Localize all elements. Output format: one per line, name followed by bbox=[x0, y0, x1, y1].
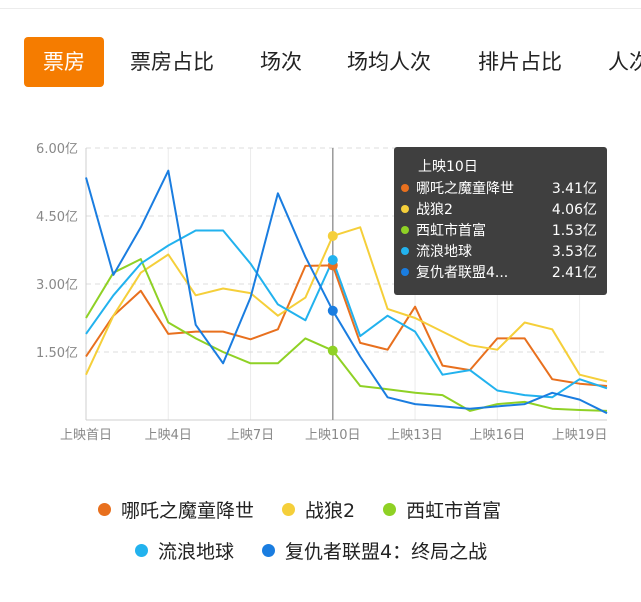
x-tick-label: 上映4日 bbox=[145, 428, 192, 443]
highlight-point bbox=[327, 345, 338, 356]
legend-swatch bbox=[98, 503, 111, 516]
y-tick-label: 6.00亿 bbox=[36, 142, 78, 157]
tab-box-office-share[interactable]: 票房占比 bbox=[130, 50, 214, 74]
x-tick-label: 上映7日 bbox=[227, 428, 274, 443]
y-tick-label: 1.50亿 bbox=[36, 346, 78, 361]
x-tick-label: 上映19日 bbox=[552, 428, 608, 443]
x-tick-label: 上映13日 bbox=[387, 428, 443, 443]
legend-swatch bbox=[135, 544, 148, 557]
tooltip-dot bbox=[401, 184, 409, 192]
tooltip-value: 2.41亿 bbox=[552, 265, 597, 281]
series-line bbox=[85, 264, 608, 387]
tooltip-box bbox=[394, 147, 607, 295]
legend-swatch bbox=[383, 503, 397, 516]
highlight-point bbox=[327, 254, 338, 265]
highlight-point bbox=[327, 230, 338, 241]
y-tick-label: 4.50亿 bbox=[36, 210, 78, 225]
tooltip-series-name: 战狼2 bbox=[416, 202, 453, 218]
tooltip-series-name: 西虹市首富 bbox=[416, 222, 486, 239]
legend-item-nezha[interactable]: 哪吒之魔童降世 bbox=[98, 496, 254, 523]
tab-avg-attendance[interactable]: 场均人次 bbox=[347, 50, 431, 74]
legend-item-avengers-endgame[interactable]: 复仇者联盟4：终局之战 bbox=[262, 537, 487, 564]
tab-attendance[interactable]: 人次 bbox=[608, 50, 641, 74]
tooltip-series-name: 流浪地球 bbox=[416, 244, 472, 260]
x-tick-label: 上映首日 bbox=[60, 428, 112, 443]
tooltip-value: 3.53亿 bbox=[552, 244, 597, 260]
legend-label: 西虹市首富 bbox=[406, 500, 502, 522]
series-line bbox=[85, 229, 608, 399]
series-line bbox=[85, 258, 608, 412]
series-line bbox=[85, 169, 608, 415]
highlight-point bbox=[327, 305, 338, 316]
tooltip-value: 4.06亿 bbox=[552, 202, 597, 218]
tooltip-dot bbox=[401, 226, 409, 234]
tooltip-series-name: 哪吒之魔童降世 bbox=[416, 180, 514, 197]
top-divider bbox=[0, 8, 641, 9]
tooltip-value: 1.53亿 bbox=[552, 223, 597, 239]
legend-label: 流浪地球 bbox=[158, 541, 235, 563]
tab-box-office[interactable]: 票房 bbox=[24, 37, 104, 87]
y-tick-label: 3.00亿 bbox=[36, 278, 78, 293]
legend-label: 哪吒之魔童降世 bbox=[121, 500, 255, 522]
tooltip-dot bbox=[401, 247, 409, 255]
legend-item-wolf-warrior[interactable]: 战狼2 bbox=[282, 496, 355, 523]
tab-bar: 票房 票房占比 场次 场均人次 排片占比 人次 bbox=[0, 36, 641, 88]
tooltip-value: 3.41亿 bbox=[552, 181, 597, 197]
x-tick-label: 上映10日 bbox=[305, 428, 361, 443]
tooltip-series-name: 复仇者联盟4... bbox=[416, 264, 508, 281]
legend-item-hello-mr-billionaire[interactable]: 西虹市首富 bbox=[383, 496, 501, 523]
legend-swatch bbox=[262, 544, 276, 557]
tooltip-dot bbox=[401, 268, 409, 276]
legend-label: 战狼2 bbox=[305, 500, 356, 522]
tab-schedule-share[interactable]: 排片占比 bbox=[478, 50, 562, 74]
tooltip-dot bbox=[401, 205, 409, 213]
legend-swatch bbox=[282, 503, 296, 516]
legend-row-1: 哪吒之魔童降世 战狼2 西虹市首富 bbox=[98, 496, 529, 523]
x-tick-label: 上映16日 bbox=[470, 428, 526, 443]
tab-screenings[interactable]: 场次 bbox=[260, 50, 302, 74]
legend-item-wandering-earth[interactable]: 流浪地球 bbox=[135, 537, 234, 564]
legend-row-2: 流浪地球 复仇者联盟4：终局之战 bbox=[135, 537, 515, 564]
legend-label: 复仇者联盟4：终局之战 bbox=[285, 541, 488, 563]
tooltip-title: 上映10日 bbox=[418, 159, 478, 175]
series-line bbox=[85, 226, 608, 383]
